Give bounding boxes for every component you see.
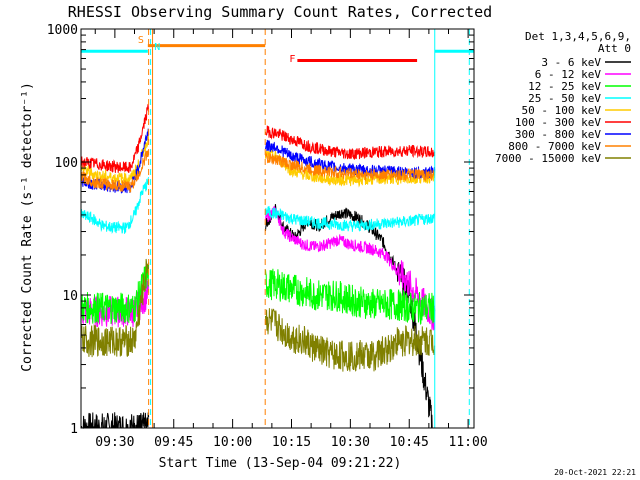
x-tick-label: 09:45	[154, 435, 193, 450]
y-tick-label: 100	[55, 156, 78, 171]
series-line-2-part-1	[265, 268, 436, 326]
timestamp: 20-Oct-2021 22:21	[554, 468, 636, 477]
legend-entry-label: 3 - 6 keV	[541, 56, 601, 69]
series-line-3-part-0	[80, 177, 150, 235]
plot-area: SN F	[80, 28, 475, 429]
legend-entry-label: 6 - 12 keV	[535, 68, 602, 81]
y-tick-label: 10	[62, 289, 78, 304]
x-tick-label: 10:15	[272, 435, 311, 450]
series-line-3-part-1	[265, 206, 436, 232]
series-line-8-part-1	[265, 308, 436, 372]
x-tick-label: 10:00	[213, 435, 252, 450]
series-line-6-part-1	[265, 139, 436, 180]
x-tick-label: 10:30	[331, 435, 370, 450]
legend-entry-label: 800 - 7000 keV	[508, 140, 601, 153]
series-line-5-part-1	[265, 125, 436, 160]
x-tick-label: 11:00	[449, 435, 488, 450]
legend-entry-label: 50 - 100 keV	[522, 104, 602, 117]
plot-frame	[80, 28, 475, 429]
y-axis: 1 10 100 1000	[47, 23, 474, 437]
interval-label-0: S	[138, 35, 144, 46]
y-axis-label: Corrected Count Rate (s⁻¹ detector⁻¹)	[20, 82, 35, 372]
legend-entry-label: 25 - 50 keV	[528, 92, 601, 105]
legend-entry-label: 300 - 800 keV	[515, 128, 601, 141]
series-line-7-part-1	[265, 152, 436, 182]
interval-label-2: F	[289, 54, 295, 65]
chart-title: RHESSI Observing Summary Count Rates, Co…	[68, 3, 492, 21]
legend-entry-label: 7000 - 15000 keV	[495, 152, 601, 165]
legend-header-line: Att 0	[598, 42, 631, 55]
series-line-4-part-1	[265, 149, 436, 188]
interval-label-1: N	[154, 42, 160, 53]
x-axis-label: Start Time (13-Sep-04 09:21:22)	[159, 456, 402, 471]
legend-header-line: Det 1,3,4,5,6,9,	[525, 30, 631, 43]
x-tick-label: 09:30	[95, 435, 134, 450]
series-line-5-part-0	[80, 103, 150, 174]
series-line-7-part-0	[80, 150, 150, 193]
legend-entry-label: 100 - 300 keV	[515, 116, 601, 129]
x-axis: 09:30 09:45 10:00 10:15 10:30 10:45 11:00	[94, 29, 488, 450]
series-line-2-part-0	[80, 262, 150, 325]
series-line-8-part-0	[80, 258, 150, 358]
x-tick-label: 10:45	[390, 435, 429, 450]
legend-entry-label: 12 - 25 keV	[528, 80, 601, 93]
series-line-1-part-1	[265, 206, 436, 331]
y-tick-label: 1000	[47, 23, 78, 38]
y-tick-label: 1	[70, 422, 78, 437]
